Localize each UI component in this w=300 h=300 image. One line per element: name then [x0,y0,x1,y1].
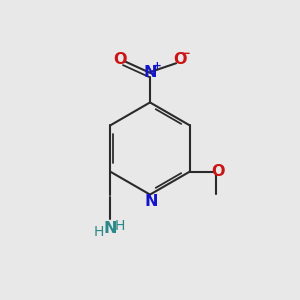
Text: H: H [115,219,125,233]
Text: N: N [143,64,157,80]
Text: N: N [103,221,117,236]
Text: −: − [181,47,191,60]
Text: O: O [211,164,225,179]
Text: H: H [94,226,104,239]
Text: O: O [113,52,127,67]
Text: O: O [173,52,187,67]
Text: N: N [145,194,158,209]
Text: +: + [152,61,161,71]
